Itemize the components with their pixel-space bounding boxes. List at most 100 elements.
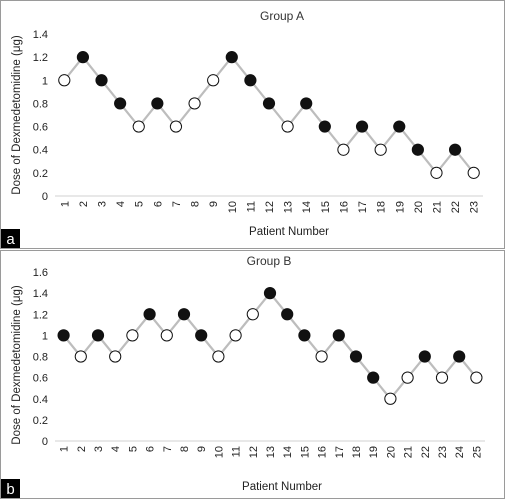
data-point-filled bbox=[300, 97, 313, 110]
data-point-open bbox=[188, 97, 201, 110]
chart-b-plot: 00.20.40.60.811.21.41.61 2 3 4 5 6 7 8 9 10 11 12 13… bbox=[33, 267, 485, 458]
x-tick-label: 17 bbox=[357, 201, 369, 213]
data-point-open bbox=[160, 329, 173, 342]
data-point-filled bbox=[418, 350, 431, 363]
data-point-open bbox=[58, 74, 71, 87]
x-tick-label: 12 bbox=[264, 201, 276, 213]
data-point-open bbox=[109, 350, 122, 363]
x-tick-label: 21 bbox=[431, 201, 443, 213]
data-point-open bbox=[169, 120, 183, 133]
x-tick-label: 10 bbox=[213, 446, 225, 458]
chart-b-title: Group B bbox=[247, 254, 292, 268]
data-point-filled bbox=[448, 143, 462, 156]
x-tick-label: 11 bbox=[245, 201, 257, 212]
data-point-open bbox=[384, 392, 397, 405]
panel-b-tag-box bbox=[1, 479, 20, 498]
x-tick-label: 7 bbox=[171, 201, 183, 207]
x-tick-label: 19 bbox=[394, 201, 406, 213]
panel-a-tag: a bbox=[6, 231, 15, 248]
series-line bbox=[62, 291, 478, 401]
x-tick-label: 9 bbox=[208, 201, 220, 207]
y-tick-label: 1.2 bbox=[33, 309, 48, 321]
data-point-filled bbox=[298, 329, 311, 342]
y-tick-label: 0.6 bbox=[33, 373, 48, 385]
data-point-open bbox=[337, 143, 350, 156]
data-point-filled bbox=[453, 350, 466, 363]
y-tick-label: 0.4 bbox=[33, 145, 48, 157]
data-point-filled bbox=[411, 143, 424, 156]
data-point-filled bbox=[57, 329, 70, 342]
x-tick-label: 8 bbox=[190, 201, 202, 207]
chart-a-xlabel: Patient Number bbox=[249, 226, 329, 238]
y-tick-label: 0.4 bbox=[33, 394, 48, 406]
x-tick-label: 14 bbox=[301, 201, 313, 213]
data-point-filled bbox=[114, 97, 127, 110]
chart-b-xlabel: Patient Number bbox=[242, 481, 322, 493]
x-tick-label: 12 bbox=[248, 446, 260, 458]
y-tick-label: 0 bbox=[42, 191, 48, 203]
data-point-filled bbox=[76, 51, 90, 64]
data-point-filled bbox=[177, 308, 191, 321]
x-tick-label: 14 bbox=[282, 446, 294, 458]
x-tick-label: 20 bbox=[385, 446, 397, 458]
data-point-open bbox=[401, 371, 414, 384]
x-tick-label: 5 bbox=[127, 446, 139, 452]
data-point-filled bbox=[332, 329, 345, 342]
x-tick-label: 8 bbox=[179, 446, 191, 452]
data-point-filled bbox=[318, 120, 331, 133]
x-tick-label: 17 bbox=[334, 446, 346, 458]
data-point-open bbox=[430, 166, 443, 179]
x-tick-label: 16 bbox=[317, 446, 329, 458]
y-tick-label: 1.6 bbox=[33, 267, 48, 279]
chart-a-plot: 00.20.40.60.811.21.41 2 3 4 5 6 7 8 9 10 11 12 13 14 1… bbox=[33, 29, 483, 213]
x-tick-label: 1 bbox=[59, 201, 71, 207]
chart-a-ylabel: Dose of Dexmedetomidine (μg) bbox=[11, 35, 23, 195]
y-tick-label: 0.6 bbox=[33, 122, 48, 134]
y-tick-label: 1.2 bbox=[33, 52, 48, 64]
data-point-filled bbox=[143, 308, 156, 321]
y-tick-label: 1 bbox=[42, 75, 48, 87]
x-tick-label: 13 bbox=[283, 201, 295, 213]
data-point-filled bbox=[355, 120, 369, 133]
data-point-filled bbox=[95, 74, 108, 87]
x-tick-label: 1 bbox=[59, 446, 71, 452]
x-tick-label: 15 bbox=[299, 446, 311, 458]
data-point-filled bbox=[262, 97, 276, 110]
x-tick-label: 22 bbox=[420, 446, 432, 458]
data-point-open bbox=[212, 350, 225, 363]
x-tick-label: 2 bbox=[78, 201, 90, 207]
chart-b-svg: Group B Patient Number Dose of Dexmedeto… bbox=[0, 250, 505, 499]
chart-panel-a: Group A Patient Number Dose of Dexmedeto… bbox=[0, 0, 505, 249]
data-point-filled bbox=[281, 308, 294, 321]
y-tick-label: 0.2 bbox=[33, 415, 48, 427]
x-tick-label: 23 bbox=[469, 201, 481, 213]
x-tick-label: 4 bbox=[115, 201, 127, 207]
panel-a-tag-box bbox=[1, 229, 20, 248]
x-tick-label: 6 bbox=[145, 446, 157, 452]
x-tick-label: 16 bbox=[338, 201, 350, 213]
data-point-filled bbox=[263, 287, 277, 300]
x-tick-label: 18 bbox=[351, 446, 363, 458]
data-point-open bbox=[126, 329, 139, 342]
x-tick-label: 24 bbox=[454, 446, 466, 458]
y-tick-label: 1.4 bbox=[33, 288, 48, 300]
x-tick-label: 23 bbox=[437, 446, 449, 458]
x-tick-label: 13 bbox=[265, 446, 277, 458]
x-tick-label: 5 bbox=[134, 201, 146, 207]
panel-b-frame bbox=[0, 250, 505, 499]
x-tick-label: 2 bbox=[76, 446, 88, 452]
y-tick-label: 0 bbox=[42, 436, 48, 448]
data-point-open bbox=[470, 371, 483, 384]
data-point-open bbox=[207, 74, 220, 87]
data-point-filled bbox=[195, 329, 208, 342]
data-point-open bbox=[374, 143, 387, 156]
x-tick-label: 20 bbox=[413, 201, 425, 213]
x-tick-label: 19 bbox=[368, 446, 380, 458]
x-tick-label: 10 bbox=[227, 201, 239, 213]
data-point-open bbox=[246, 308, 259, 321]
y-tick-label: 1.4 bbox=[33, 29, 48, 41]
x-tick-label: 11 bbox=[231, 446, 243, 457]
y-tick-label: 0.2 bbox=[33, 168, 48, 180]
x-tick-label: 21 bbox=[403, 446, 415, 458]
